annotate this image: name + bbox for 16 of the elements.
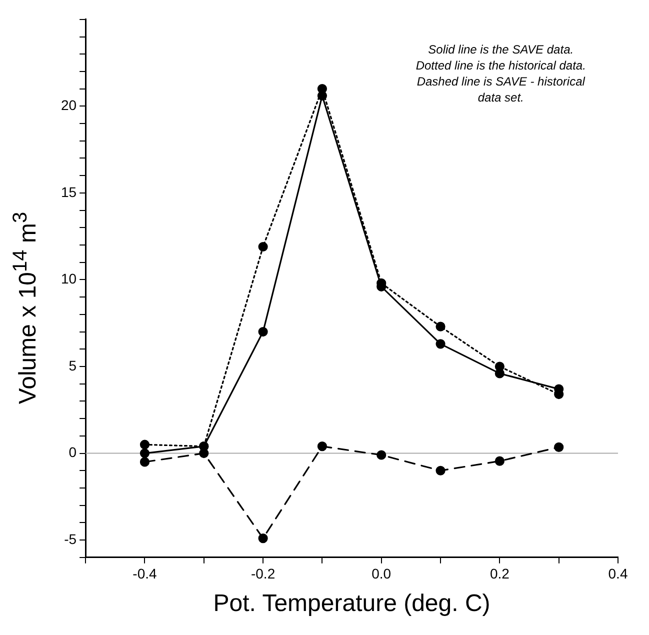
y-tick-label: 5 — [68, 357, 77, 374]
x-tick-label: -0.4 — [132, 566, 158, 582]
y-tick-label: 20 — [60, 97, 77, 114]
annotation: Solid line is the SAVE data. — [428, 42, 574, 57]
y-tick-label: 10 — [60, 270, 77, 287]
x-tick-label: 0.2 — [490, 566, 510, 582]
x-tick-label: 0.4 — [608, 566, 628, 582]
x-tick-label: 0.0 — [372, 566, 392, 582]
y-tick-label: -5 — [64, 530, 77, 547]
annotation: data set. — [478, 90, 524, 105]
annotation: Dashed line is SAVE - historical — [416, 74, 586, 89]
x-tick-label: -0.2 — [250, 566, 276, 582]
y-tick-label: 15 — [60, 184, 77, 200]
annotation: Dotted line is the historical data. — [416, 58, 586, 73]
x-axis-title: Pot. Temperature (deg. C) — [213, 590, 490, 618]
y-tick-label: 0 — [68, 444, 77, 460]
